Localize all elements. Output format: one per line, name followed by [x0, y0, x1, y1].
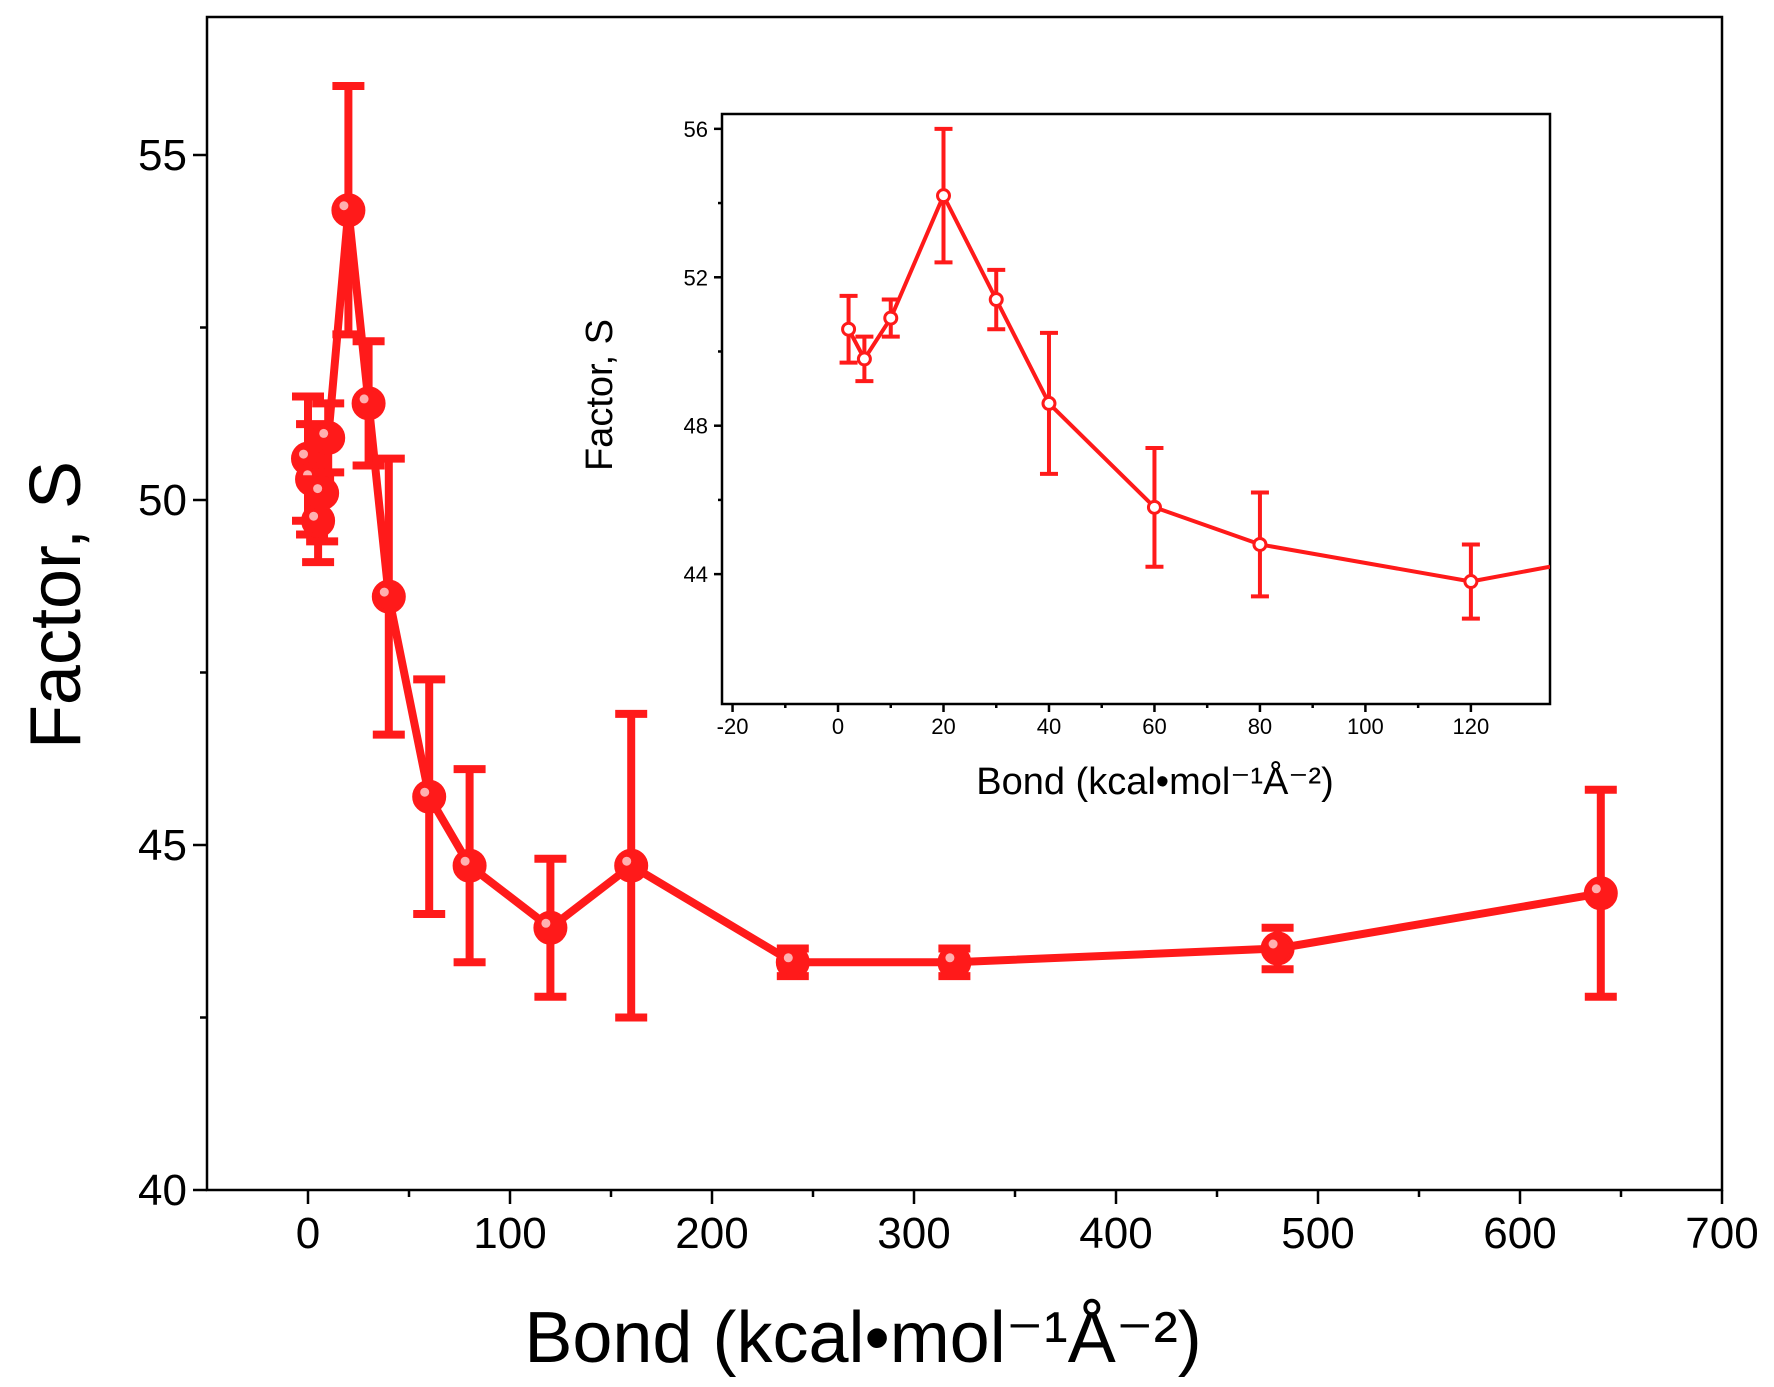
inset-series-line	[846, 193, 1550, 584]
inset-x-ticks: -20 0 20 40 60 80 100 120	[717, 704, 1490, 739]
main-data-point	[775, 945, 810, 980]
main-x-tick-label: 200	[675, 1209, 748, 1258]
inset-y-tick-label: 52	[684, 265, 708, 290]
main-x-ticks: 0 100 200 300 400 500 600 700	[296, 1190, 1759, 1258]
main-data-point-highlight	[420, 787, 430, 797]
main-data-point	[1260, 931, 1295, 966]
inset-x-tick-label: 40	[1037, 714, 1061, 739]
inset-x-tick-label: 100	[1347, 714, 1384, 739]
main-data-point	[351, 386, 386, 421]
inset-x-tick-label: 60	[1142, 714, 1166, 739]
inset-x-tick-label: -20	[717, 714, 749, 739]
inset-plot-frame	[720, 112, 1552, 706]
main-data-series	[291, 82, 1618, 1022]
main-y-tick-label: 50	[138, 476, 187, 525]
main-x-tick-label: 400	[1079, 1209, 1152, 1258]
main-y-axis-title: Factor, S	[16, 461, 96, 749]
inset-data-point	[856, 351, 872, 367]
main-data-point-highlight	[1591, 884, 1601, 894]
inset-y-axis-title: Factor, S	[579, 319, 621, 471]
inset-data-point	[1252, 536, 1268, 552]
main-data-point	[937, 945, 972, 980]
main-data-point-highlight	[339, 201, 349, 211]
main-data-point	[533, 910, 568, 945]
main-data-point-highlight	[460, 856, 470, 866]
inset-data-point	[883, 310, 899, 326]
main-data-point-highlight	[783, 953, 793, 963]
main-y-tick-label: 55	[138, 131, 187, 180]
main-data-point-highlight	[1268, 939, 1278, 949]
inset-series-group	[839, 126, 1550, 621]
main-data-point	[412, 779, 447, 814]
main-x-tick-label: 0	[296, 1209, 320, 1258]
main-data-point-highlight	[309, 511, 319, 521]
inset-data-point	[841, 321, 857, 337]
main-data-point-highlight	[622, 856, 632, 866]
main-data-point-highlight	[359, 394, 369, 404]
inset-data-point	[1463, 574, 1479, 590]
main-data-point	[311, 420, 346, 455]
main-data-point-highlight	[541, 918, 551, 928]
main-data-point	[1583, 876, 1618, 911]
main-data-point-highlight	[945, 953, 955, 963]
inset-y-tick-label: 56	[684, 117, 708, 142]
main-x-axis-title: Bond (kcal•mol⁻¹Å⁻²)	[524, 1298, 1201, 1378]
main-series-group	[291, 82, 1618, 1022]
inset-data-point	[988, 292, 1004, 308]
main-x-tick-label: 300	[877, 1209, 950, 1258]
main-series-line	[304, 206, 1602, 967]
main-y-ticks: 40 45 50 55	[138, 131, 207, 1215]
inset-x-axis-title: Bond (kcal•mol⁻¹Å⁻²)	[976, 759, 1334, 803]
main-data-point-highlight	[299, 449, 308, 459]
main-plot-frame	[205, 15, 1724, 1192]
inset-y-tick-label: 44	[684, 562, 708, 587]
main-y-tick-label: 40	[138, 1166, 187, 1215]
main-x-tick-label: 500	[1281, 1209, 1354, 1258]
main-y-tick-label: 45	[138, 821, 187, 870]
inset-data-point	[936, 188, 952, 204]
main-x-tick-label: 700	[1685, 1209, 1758, 1258]
main-data-point-highlight	[313, 484, 323, 494]
inset-data-series	[839, 126, 1550, 621]
inset-x-tick-label: 80	[1248, 714, 1272, 739]
inset-x-tick-label: 20	[931, 714, 955, 739]
main-data-point	[305, 476, 340, 511]
main-data-point	[614, 848, 649, 883]
main-data-point	[371, 579, 406, 614]
inset-data-point	[1041, 395, 1057, 411]
inset-y-ticks: 44 48 52 56	[684, 117, 722, 587]
inset-y-tick-label: 48	[684, 414, 708, 439]
main-x-tick-label: 600	[1483, 1209, 1556, 1258]
inset-data-point	[1146, 499, 1162, 515]
inset-x-tick-label: 120	[1453, 714, 1490, 739]
main-data-point-highlight	[379, 587, 389, 597]
main-data-point-highlight	[319, 428, 329, 438]
main-data-point	[331, 193, 366, 228]
inset-x-tick-label: 0	[832, 714, 844, 739]
main-data-point	[301, 503, 336, 538]
main-data-point	[452, 848, 487, 883]
main-x-tick-label: 100	[473, 1209, 546, 1258]
